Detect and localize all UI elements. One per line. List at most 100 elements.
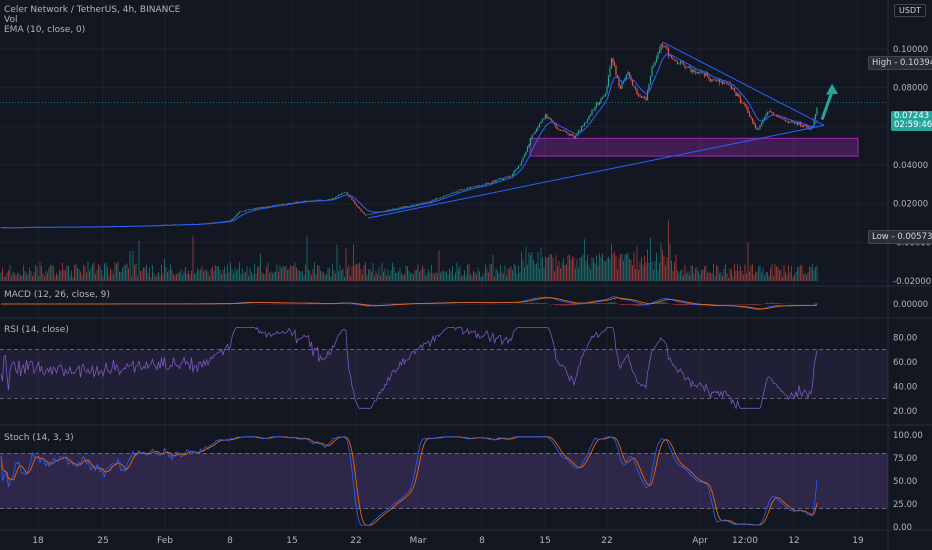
candle-body bbox=[667, 48, 670, 57]
volume-bar bbox=[785, 271, 786, 281]
candle-body bbox=[816, 107, 818, 115]
volume-bar bbox=[89, 271, 90, 281]
candle-body bbox=[745, 105, 748, 107]
macd-histogram-bar bbox=[642, 304, 644, 306]
volume-bar bbox=[633, 252, 635, 281]
macd-histogram-bar bbox=[566, 304, 567, 306]
candle-body bbox=[232, 217, 235, 220]
candle-body bbox=[451, 192, 454, 194]
volume-bar bbox=[354, 265, 356, 281]
volume-bar bbox=[618, 258, 620, 281]
volume-bar bbox=[408, 270, 410, 281]
candle-body bbox=[541, 119, 544, 122]
volume-bar bbox=[353, 244, 354, 281]
candle-body bbox=[253, 208, 256, 210]
candle-body bbox=[564, 130, 566, 132]
volume-bar bbox=[743, 274, 744, 281]
volume-bar bbox=[459, 266, 461, 281]
candle-body bbox=[624, 77, 626, 82]
candle-body bbox=[298, 201, 301, 203]
volume-bar bbox=[740, 265, 741, 281]
candle-body bbox=[702, 72, 704, 74]
volume-bar bbox=[240, 273, 242, 281]
volume-bar bbox=[398, 271, 399, 281]
volume-bar bbox=[696, 267, 698, 281]
volume-bar bbox=[806, 274, 807, 281]
volume-bar bbox=[390, 270, 392, 281]
volume-bar bbox=[50, 264, 51, 281]
volume-bar bbox=[458, 268, 459, 281]
volume-bar bbox=[443, 270, 444, 281]
volume-bar bbox=[245, 271, 246, 281]
volume-bar bbox=[14, 272, 15, 281]
volume-bar bbox=[146, 264, 147, 281]
breakout-arrow-shaft bbox=[820, 91, 834, 121]
x-tick-label: 8 bbox=[479, 536, 485, 546]
candle-body bbox=[606, 86, 608, 94]
candle-body bbox=[627, 72, 629, 75]
volume-bar bbox=[573, 257, 575, 281]
volume-bar bbox=[282, 265, 284, 281]
volume-bar bbox=[563, 258, 564, 281]
volume-bar bbox=[258, 266, 260, 281]
volume-bar bbox=[461, 276, 462, 281]
volume-bar bbox=[699, 274, 701, 281]
volume-bar bbox=[468, 264, 470, 281]
volume-bar bbox=[710, 272, 711, 281]
rsi-legend: RSI (14, close) bbox=[4, 325, 69, 335]
volume-bar bbox=[620, 253, 621, 281]
macd-histogram-bar bbox=[530, 302, 531, 304]
volume-bar bbox=[558, 260, 560, 281]
macd-histogram-bar bbox=[569, 304, 570, 306]
volume-bar bbox=[185, 267, 186, 281]
rsi-y-tick-label: 40.00 bbox=[893, 382, 917, 392]
candle-body bbox=[577, 130, 580, 135]
volume-bar bbox=[158, 272, 159, 281]
volume-bar bbox=[383, 271, 384, 281]
candle-body bbox=[637, 94, 640, 96]
volume-bar bbox=[744, 264, 746, 281]
volume-bar bbox=[293, 265, 294, 281]
volume-bar bbox=[767, 272, 768, 281]
candle-body bbox=[292, 202, 295, 204]
candle-body bbox=[439, 197, 442, 199]
candle-body bbox=[361, 211, 364, 213]
candle-body bbox=[364, 214, 367, 216]
candle-body bbox=[420, 203, 422, 204]
volume-bar bbox=[632, 265, 633, 281]
volume-bar bbox=[650, 237, 651, 281]
volume-bar bbox=[401, 273, 402, 281]
candle-body bbox=[603, 96, 605, 98]
volume-bar bbox=[5, 276, 6, 281]
candle-body bbox=[454, 191, 457, 193]
macd-histogram-bar bbox=[555, 304, 557, 306]
volume-bar bbox=[638, 269, 639, 281]
volume-bar bbox=[479, 271, 480, 281]
candle-body bbox=[724, 82, 727, 83]
candle-body bbox=[333, 198, 335, 199]
candle-body bbox=[342, 192, 344, 194]
volume-bar bbox=[666, 257, 668, 281]
volume-bar bbox=[447, 274, 449, 281]
candle-body bbox=[435, 198, 437, 201]
volume-bar bbox=[372, 262, 374, 281]
legend-main: Celer Network / TetherUS, 4h, BINANCE Vo… bbox=[4, 5, 180, 35]
currency-badge[interactable]: USDT bbox=[894, 4, 926, 17]
high-label: High bbox=[872, 58, 892, 68]
volume-bar bbox=[692, 265, 693, 281]
candle-body bbox=[520, 161, 523, 165]
volume-bar bbox=[27, 274, 29, 281]
volume-bar bbox=[179, 272, 180, 281]
candle-body bbox=[699, 71, 701, 73]
macd-histogram-bar bbox=[677, 304, 678, 306]
candle-body bbox=[448, 194, 451, 195]
volume-bar bbox=[132, 250, 134, 281]
candle-body bbox=[499, 178, 502, 180]
volume-bar bbox=[516, 273, 518, 281]
volume-bar bbox=[689, 274, 690, 281]
volume-bar bbox=[317, 264, 318, 281]
macd-histogram-bar bbox=[590, 303, 591, 304]
candle-body bbox=[475, 186, 478, 187]
volume-bar bbox=[210, 268, 212, 281]
